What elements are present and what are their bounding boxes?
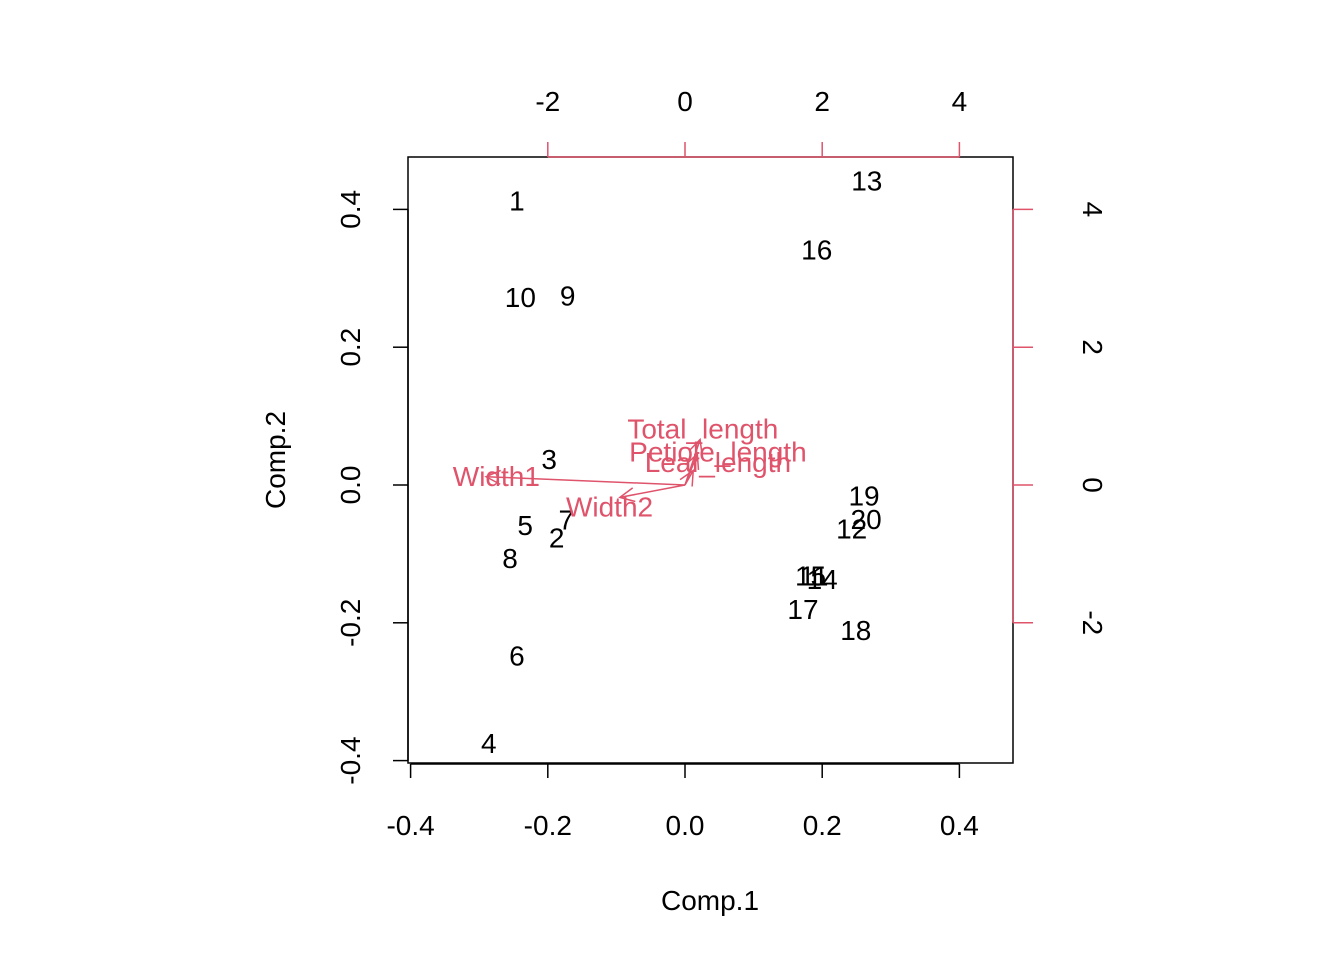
loading-label: Petiole_length: [629, 436, 806, 467]
y-tick-label: 0.0: [335, 466, 366, 505]
loading-arrow-head: [484, 469, 502, 485]
right-axis: -2 0 2 4: [1012, 202, 1108, 635]
observation-label: 19: [848, 481, 879, 512]
y-tick-label: 0.2: [335, 328, 366, 367]
observation-label: 16: [801, 235, 832, 266]
y-tick-label: -0.2: [335, 599, 366, 647]
observation-label: 5: [517, 510, 533, 541]
loading-label: Leaf_length: [645, 447, 791, 478]
y-tick-label: 0.4: [335, 190, 366, 229]
top-axis: -2 0 2 4: [535, 86, 968, 158]
loading-arrow-shaft: [684, 453, 699, 486]
right-tick-label: 2: [1077, 339, 1108, 355]
observation-label: 1: [509, 186, 525, 217]
observation-label: 7: [559, 505, 575, 536]
observation-label: 13: [851, 166, 882, 197]
top-tick-label: 4: [952, 86, 968, 117]
observation-label: 18: [840, 615, 871, 646]
bottom-axis: -0.4 -0.2 0.0 0.2 0.4: [386, 763, 979, 841]
top-tick-label: 2: [814, 86, 830, 117]
loading-arrow-shaft: [684, 470, 694, 486]
observation-label: 17: [787, 594, 818, 625]
x-tick-label: -0.4: [386, 810, 434, 841]
loading-label: Width2: [566, 492, 653, 523]
y-tick-label: -0.4: [335, 736, 366, 784]
observation-label: 11: [799, 560, 828, 591]
observation-label: 4: [481, 728, 497, 759]
right-tick-label: 0: [1077, 477, 1108, 493]
observation-label: 9: [560, 281, 576, 312]
x-tick-label: 0.4: [940, 810, 979, 841]
observation-label: 6: [509, 640, 525, 671]
observation-label: 2: [549, 523, 565, 554]
top-tick-label: 0: [677, 86, 693, 117]
x-axis-title: Comp.1: [661, 885, 759, 916]
observation-label: 10: [505, 282, 536, 313]
top-tick-label: -2: [535, 86, 560, 117]
observation-label: 3: [541, 444, 557, 475]
loading-label: Total_length: [627, 414, 778, 445]
x-tick-label: 0.0: [666, 810, 705, 841]
right-tick-label: -2: [1077, 610, 1108, 635]
x-tick-label: -0.2: [524, 810, 572, 841]
loading-arrow-head: [688, 437, 703, 456]
observation-label: 12: [836, 514, 867, 545]
right-tick-label: 4: [1077, 202, 1108, 218]
loading-label: Width1: [453, 461, 540, 492]
loading-arrow-shaft: [486, 475, 686, 486]
loading-arrow-head: [679, 469, 695, 487]
y-axis-title: Comp.2: [260, 411, 291, 509]
loading-arrow-head: [685, 452, 700, 471]
left-axis: -0.4 -0.2 0.0 0.2 0.4: [335, 190, 409, 785]
observation-label: 15: [795, 560, 826, 591]
observation-label: 20: [851, 504, 882, 535]
x-tick-label: 0.2: [803, 810, 842, 841]
observation-label: 14: [807, 564, 838, 595]
loading-arrow-shaft: [619, 484, 686, 499]
loading-arrow-head: [618, 487, 636, 503]
observation-label: 8: [502, 543, 518, 574]
